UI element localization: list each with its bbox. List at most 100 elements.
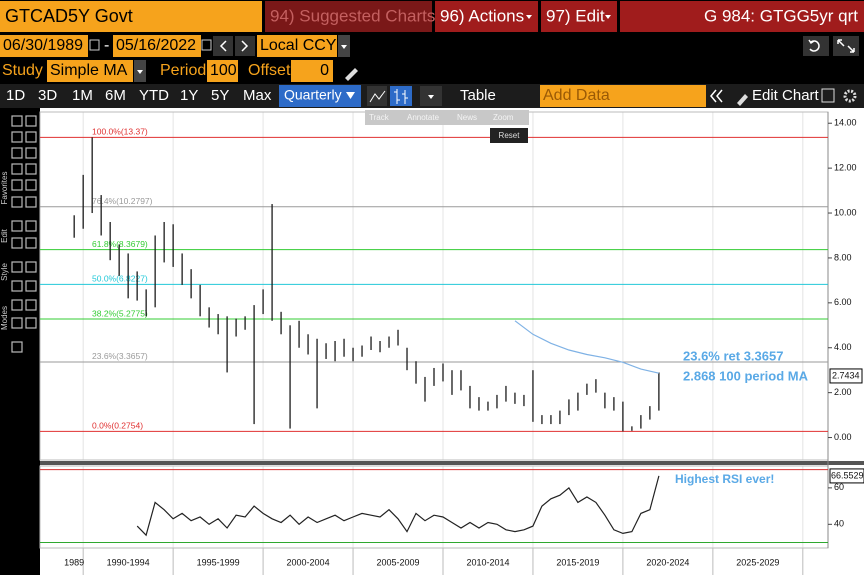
export-icon[interactable] bbox=[821, 88, 835, 103]
reset: Reset bbox=[499, 131, 521, 140]
zoom-tool[interactable]: News bbox=[457, 113, 477, 122]
calendar-icon[interactable] bbox=[201, 39, 212, 51]
tool-icon[interactable] bbox=[11, 163, 23, 175]
range-button[interactable]: 1Y bbox=[180, 87, 198, 104]
offset-field[interactable] bbox=[291, 60, 333, 82]
suggested-button[interactable] bbox=[265, 1, 432, 32]
period-field[interactable] bbox=[207, 60, 238, 82]
frequency-button[interactable] bbox=[279, 85, 361, 107]
tool-icon[interactable] bbox=[11, 131, 23, 143]
tool-icon[interactable] bbox=[11, 115, 23, 127]
tool-icon[interactable] bbox=[11, 280, 23, 292]
side-tab[interactable]: Favorites bbox=[0, 172, 9, 205]
side-tab[interactable]: Modes bbox=[0, 306, 9, 330]
start-date: 06/30/1989 bbox=[3, 37, 83, 54]
annotation: 23.6% ret 3.3657 bbox=[683, 348, 783, 363]
security-field[interactable] bbox=[0, 1, 262, 32]
tool-icon[interactable] bbox=[25, 317, 37, 329]
bar-tool[interactable] bbox=[390, 86, 412, 106]
tool-icon[interactable] bbox=[25, 237, 37, 249]
tool-icon[interactable] bbox=[11, 237, 23, 249]
y-tick-label: 10.00 bbox=[834, 207, 857, 217]
tool-icon[interactable] bbox=[25, 220, 37, 232]
tool-icon[interactable] bbox=[25, 299, 37, 311]
study-field[interactable] bbox=[47, 60, 133, 82]
actions: 96) Actions bbox=[440, 6, 524, 25]
tool-icon[interactable] bbox=[11, 341, 23, 353]
prev-button[interactable] bbox=[213, 36, 233, 56]
y-tick-label: 6.00 bbox=[834, 297, 852, 307]
rsi-y-tick-label: 60 bbox=[834, 482, 844, 492]
edit-button[interactable] bbox=[541, 1, 617, 32]
range-button[interactable]: Max bbox=[243, 87, 272, 104]
side-tab[interactable]: Edit bbox=[0, 228, 9, 243]
y-tick-label: 12.00 bbox=[834, 163, 857, 173]
tool-icon[interactable] bbox=[25, 115, 37, 127]
offset: 0 bbox=[320, 62, 329, 79]
bar-icon bbox=[394, 89, 408, 104]
tool-icon[interactable] bbox=[25, 131, 37, 143]
zoom-tool[interactable]: Zoom bbox=[493, 113, 514, 122]
dropdown-arrow bbox=[346, 92, 355, 99]
tool-icon[interactable] bbox=[11, 179, 23, 191]
dropdown-arrow bbox=[605, 15, 611, 19]
dropdown-arrow bbox=[341, 45, 347, 49]
tool-icon[interactable] bbox=[11, 299, 23, 311]
zoom-tool[interactable]: Annotate bbox=[407, 113, 440, 122]
zoom-tool[interactable]: Track bbox=[369, 113, 390, 122]
end-date-field[interactable] bbox=[113, 35, 201, 57]
rsi-last-box bbox=[829, 468, 864, 484]
y-tick-label: 14.00 bbox=[834, 118, 857, 128]
tool-icon[interactable] bbox=[25, 280, 37, 292]
chart-id: G 984: GTGG5yr qrt bbox=[704, 6, 858, 25]
y-tick-label: 4.00 bbox=[834, 342, 852, 352]
y-tick-label: 2.00 bbox=[834, 387, 852, 397]
tool-icon[interactable] bbox=[11, 317, 23, 329]
rsi-line bbox=[136, 475, 660, 537]
tool-icon[interactable] bbox=[25, 261, 37, 273]
range-button[interactable]: 1M bbox=[72, 87, 93, 104]
add-data-field[interactable] bbox=[540, 85, 706, 107]
fullscreen-button[interactable] bbox=[833, 36, 859, 56]
range-button[interactable]: YTD bbox=[139, 87, 169, 104]
range-button[interactable]: 5Y bbox=[211, 87, 229, 104]
tool-icon[interactable] bbox=[25, 163, 37, 175]
dropdown-arrow bbox=[526, 15, 532, 19]
study-label: Study bbox=[2, 62, 43, 79]
settings-icon[interactable] bbox=[843, 89, 857, 103]
fib-label: 38.2%(5.2775) bbox=[92, 308, 148, 318]
calendar-icon[interactable] bbox=[89, 39, 100, 51]
side-tab[interactable]: Style bbox=[0, 263, 9, 281]
range-button[interactable]: 1D bbox=[6, 87, 25, 104]
annotation: 2.868 100 period MA bbox=[683, 368, 809, 383]
tool-icon[interactable] bbox=[11, 261, 23, 273]
tool-icon[interactable] bbox=[25, 147, 37, 159]
pen-icon[interactable] bbox=[345, 68, 358, 81]
tool-icon[interactable] bbox=[25, 196, 37, 208]
table[interactable]: Table bbox=[460, 87, 496, 104]
x-tick-label: 2025-2029 bbox=[736, 557, 779, 567]
start-date-field[interactable] bbox=[0, 35, 88, 57]
collapse-icon[interactable] bbox=[710, 89, 723, 103]
zoom-toolbar bbox=[365, 110, 529, 125]
tool-icon[interactable] bbox=[11, 147, 23, 159]
range-button[interactable]: 6M bbox=[105, 87, 126, 104]
tool-icon[interactable] bbox=[11, 196, 23, 208]
reset-button[interactable] bbox=[490, 128, 528, 143]
next-button[interactable] bbox=[235, 36, 255, 56]
chart-id-field bbox=[620, 1, 864, 32]
currency-field[interactable] bbox=[257, 35, 337, 57]
x-tick-label: 1995-1999 bbox=[197, 557, 240, 567]
y-tick-label: 8.00 bbox=[834, 252, 852, 262]
fib-label: 76.4%(10.2797) bbox=[92, 196, 153, 206]
range-button[interactable]: 3D bbox=[38, 87, 57, 104]
edit-chart[interactable]: Edit Chart bbox=[752, 87, 820, 104]
rsi-y-tick-label: 40 bbox=[834, 519, 844, 529]
actions-button[interactable] bbox=[435, 1, 538, 32]
undo-button[interactable] bbox=[803, 36, 829, 56]
tool-icon[interactable] bbox=[25, 179, 37, 191]
fib-label: 0.0%(0.2754) bbox=[92, 421, 143, 431]
x-tick-label: 2020-2024 bbox=[646, 557, 689, 567]
tool-icon[interactable] bbox=[11, 220, 23, 232]
